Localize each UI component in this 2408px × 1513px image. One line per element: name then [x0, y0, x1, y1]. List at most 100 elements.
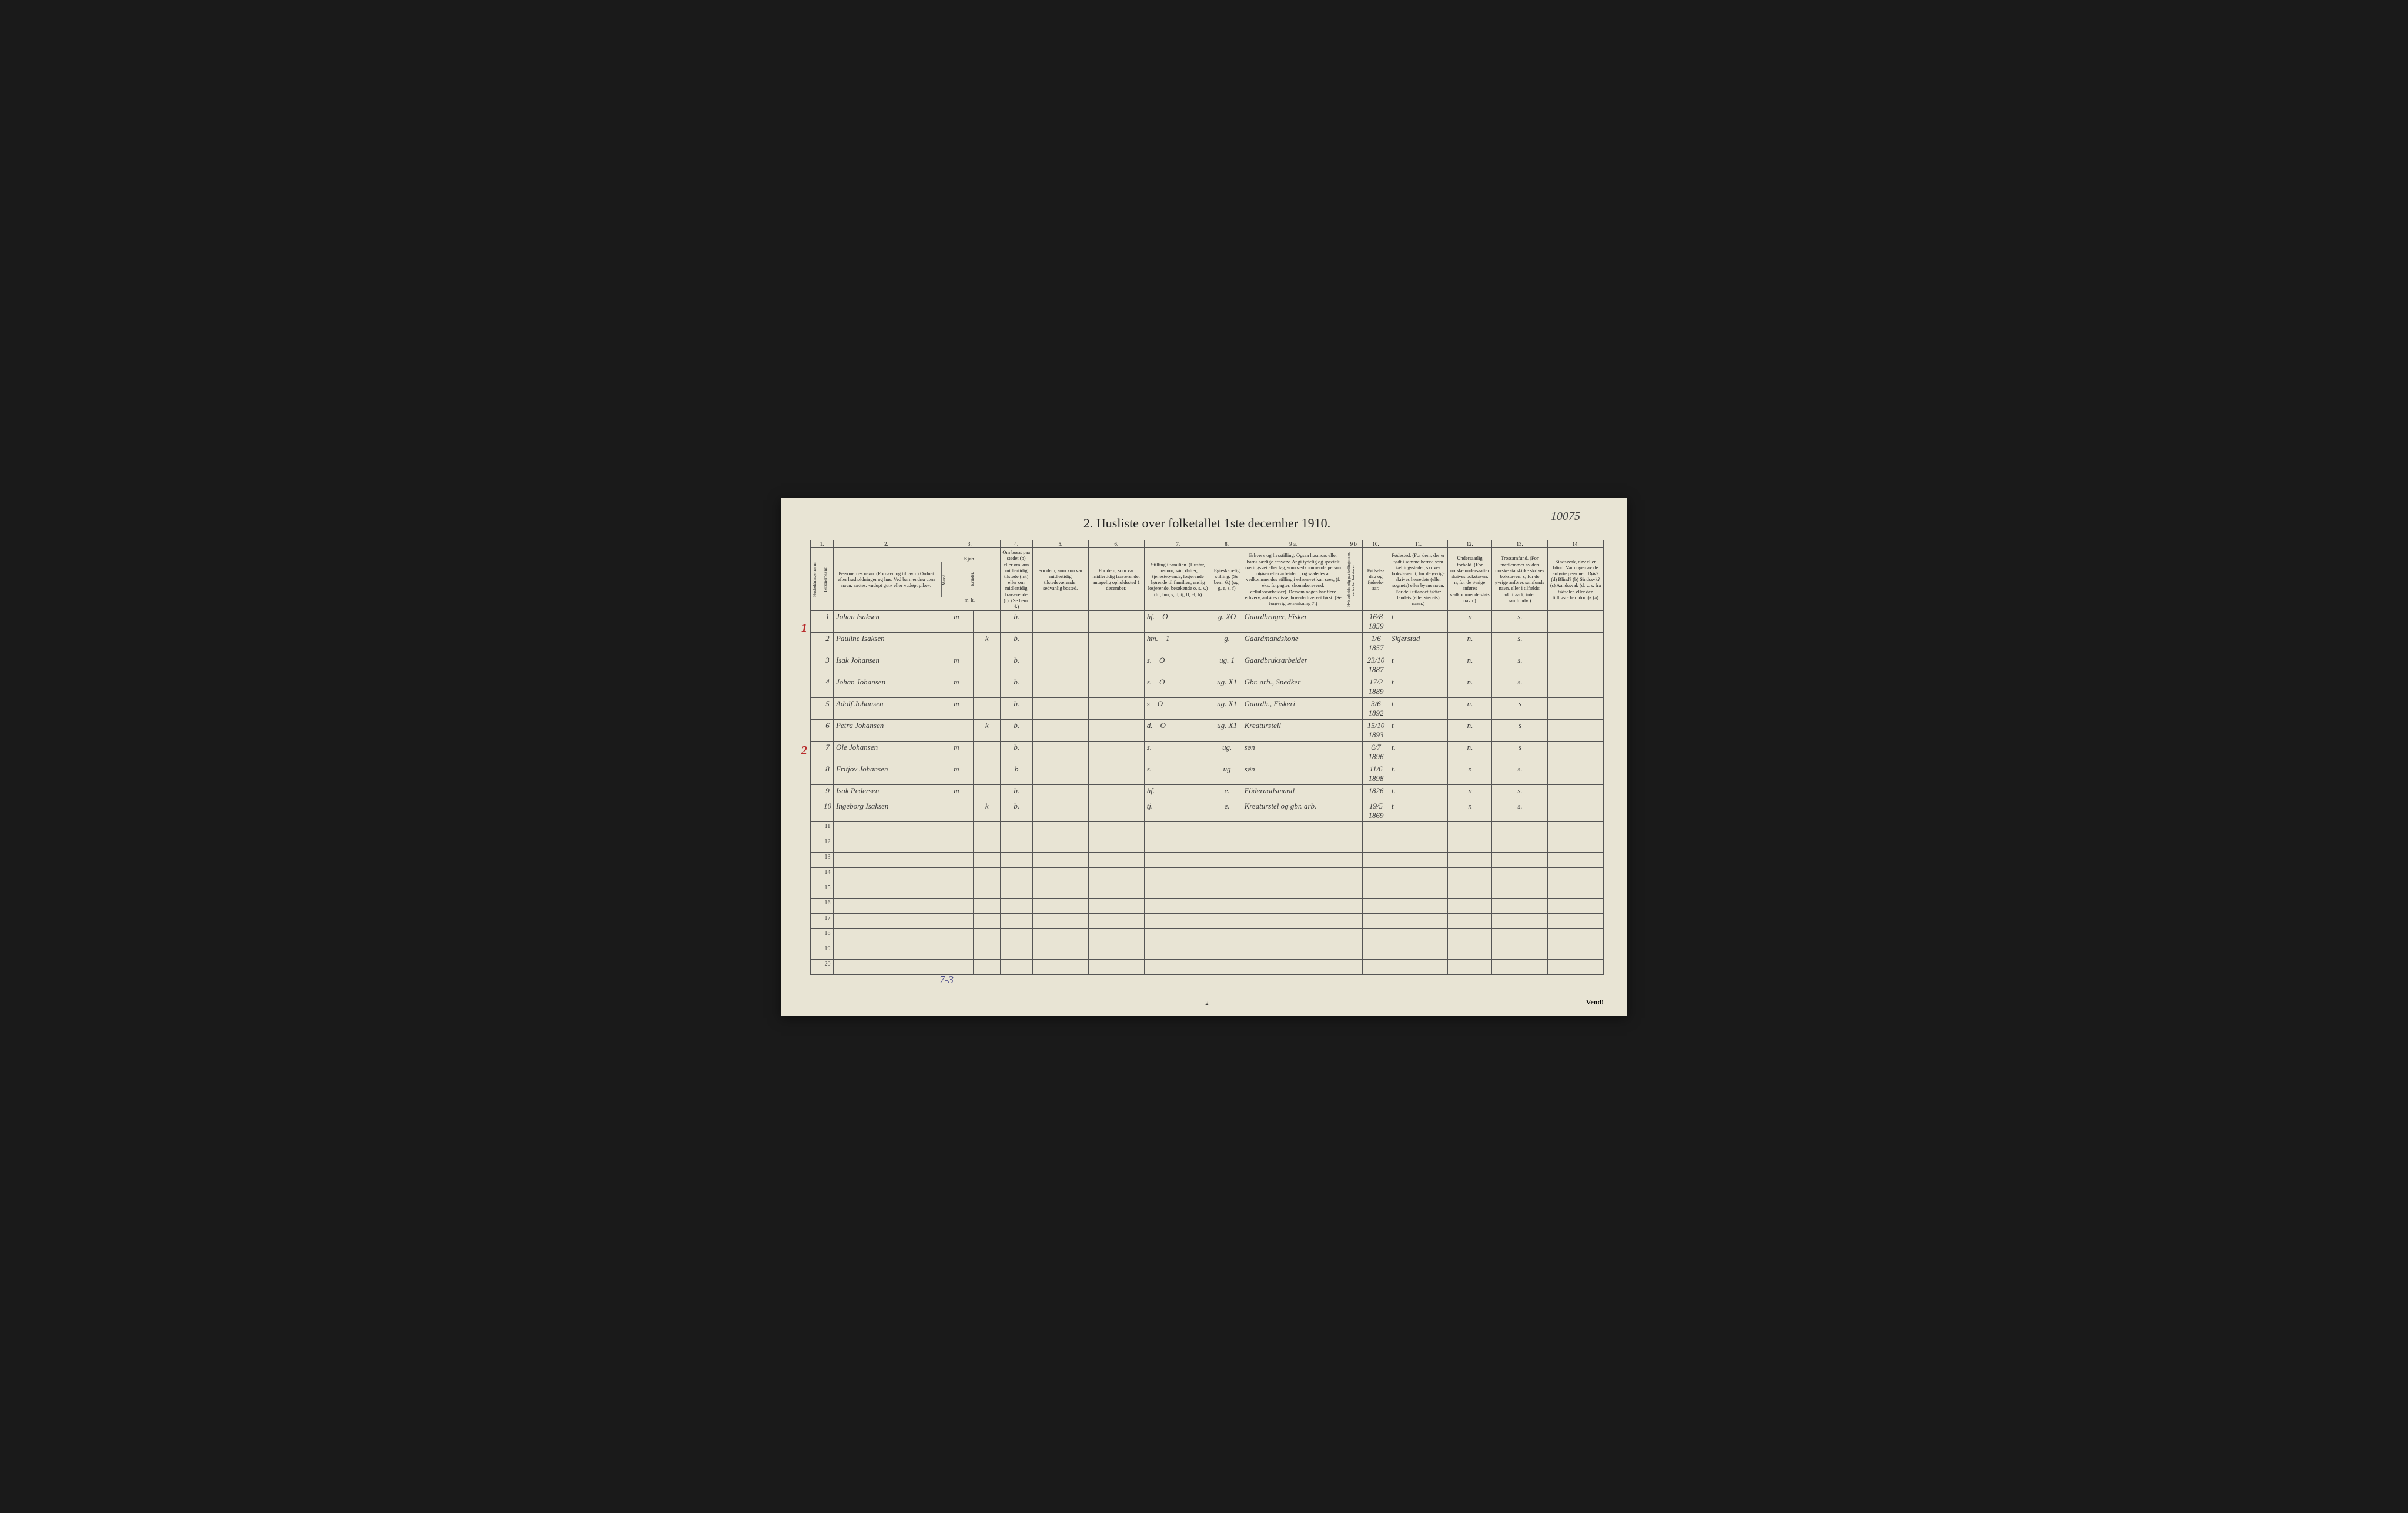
table-row-empty: 12: [811, 837, 1604, 853]
cell-blank: [1144, 899, 1212, 914]
cell-person-nr: 3: [821, 654, 834, 676]
hdr-temp-absent: For dem, som var midlertidig fraværende:…: [1088, 548, 1144, 611]
cell-blank: [1000, 944, 1032, 960]
cell-unemployed: [1345, 633, 1362, 654]
cell-occupation: Kreaturstell: [1242, 720, 1345, 742]
cell-unemployed: [1345, 742, 1362, 763]
cell-nationality: n.: [1448, 633, 1492, 654]
cell-blank: [1032, 853, 1088, 868]
cell-temp-present: [1032, 611, 1088, 633]
cell-blank: [811, 899, 821, 914]
cell-residence: b.: [1000, 698, 1032, 720]
vend-label: Vend!: [1586, 998, 1604, 1007]
cell-nationality: n: [1448, 785, 1492, 800]
cell-religion: s.: [1492, 611, 1548, 633]
cell-blank: [1448, 822, 1492, 837]
page-footer: 2 Vend!: [810, 1000, 1604, 1007]
cell-blank: [1088, 853, 1144, 868]
cell-blank: [1212, 914, 1242, 929]
cell-religion: s: [1492, 720, 1548, 742]
cell-blank: [1088, 883, 1144, 899]
cell-blank: [1000, 853, 1032, 868]
cell-blank: [1345, 929, 1362, 944]
cell-disability: [1548, 763, 1604, 785]
cell-disability: [1548, 654, 1604, 676]
top-right-annotation: 10075: [1551, 510, 1580, 523]
cell-temp-absent: [1088, 742, 1144, 763]
cell-birthdate: 3/6 1892: [1363, 698, 1389, 720]
hdr-sex-sub: m. k.: [941, 597, 998, 603]
cell-name: Ingeborg Isaksen: [834, 800, 939, 822]
cell-blank: [1448, 883, 1492, 899]
cell-blank: [973, 868, 1000, 883]
cell-name: Pauline Isaksen: [834, 633, 939, 654]
cell-person-nr: 12: [821, 837, 834, 853]
cell-female: k: [973, 633, 1000, 654]
cell-nationality: n.: [1448, 676, 1492, 698]
cell-blank: [1363, 837, 1389, 853]
cell-residence: b.: [1000, 676, 1032, 698]
cell-disability: [1548, 676, 1604, 698]
cell-blank: [1448, 914, 1492, 929]
cell-person-nr: 8: [821, 763, 834, 785]
cell-birthdate: 23/10 1887: [1363, 654, 1389, 676]
cell-blank: [939, 944, 974, 960]
cell-blank: [939, 899, 974, 914]
cell-female: [973, 654, 1000, 676]
cell-family-pos: tj.: [1144, 800, 1212, 822]
cell-blank: [1242, 837, 1345, 853]
cell-person-nr: 1: [821, 611, 834, 633]
cell-blank: [1032, 914, 1088, 929]
cell-blank: [1144, 914, 1212, 929]
cell-blank: [1548, 853, 1604, 868]
cell-male: m: [939, 742, 974, 763]
cell-blank: [1144, 868, 1212, 883]
cell-family-pos: s. O: [1144, 654, 1212, 676]
cell-nationality: n: [1448, 763, 1492, 785]
cell-temp-absent: [1088, 611, 1144, 633]
cell-person-nr: 2: [821, 633, 834, 654]
cell-religion: s.: [1492, 800, 1548, 822]
cell-religion: s.: [1492, 676, 1548, 698]
cell-person-nr: 18: [821, 929, 834, 944]
cell-blank: [973, 822, 1000, 837]
cell-blank: [811, 883, 821, 899]
cell-blank: [973, 944, 1000, 960]
cell-blank: [1212, 883, 1242, 899]
table-row-empty: 16: [811, 899, 1604, 914]
cell-occupation: Kreaturstel og gbr. arb.: [1242, 800, 1345, 822]
cell-female: [973, 676, 1000, 698]
cell-residence: b.: [1000, 654, 1032, 676]
cell-name: Johan Isaksen: [834, 611, 939, 633]
cell-blank: [1000, 837, 1032, 853]
cell-blank: [811, 914, 821, 929]
cell-temp-absent: [1088, 676, 1144, 698]
cell-blank: [1389, 837, 1448, 853]
cell-blank: [939, 868, 974, 883]
cell-nationality: n: [1448, 800, 1492, 822]
cell-blank: [1548, 883, 1604, 899]
hdr-residence: Om bosat paa stedet (b) eller om kun mid…: [1000, 548, 1032, 611]
cell-blank: [1548, 960, 1604, 975]
cell-temp-absent: [1088, 633, 1144, 654]
cell-birthplace: t: [1389, 676, 1448, 698]
cell-temp-absent: [1088, 763, 1144, 785]
bottom-margin-note: 7-3: [939, 974, 954, 986]
cell-temp-present: [1032, 654, 1088, 676]
cell-person-nr: 15: [821, 883, 834, 899]
colnum-12: 12.: [1448, 540, 1492, 548]
cell-temp-present: [1032, 676, 1088, 698]
cell-female: [973, 763, 1000, 785]
cell-blank: [1032, 822, 1088, 837]
cell-blank: [1448, 899, 1492, 914]
cell-residence: b.: [1000, 800, 1032, 822]
cell-male: [939, 633, 974, 654]
cell-blank: [1000, 960, 1032, 975]
cell-blank: [1448, 853, 1492, 868]
cell-religion: s.: [1492, 633, 1548, 654]
cell-blank: [834, 914, 939, 929]
hdr-name: Personernes navn. (Fornavn og tilnavn.) …: [834, 548, 939, 611]
cell-blank: [1212, 853, 1242, 868]
cell-person-nr: 16: [821, 899, 834, 914]
cell-blank: [973, 883, 1000, 899]
